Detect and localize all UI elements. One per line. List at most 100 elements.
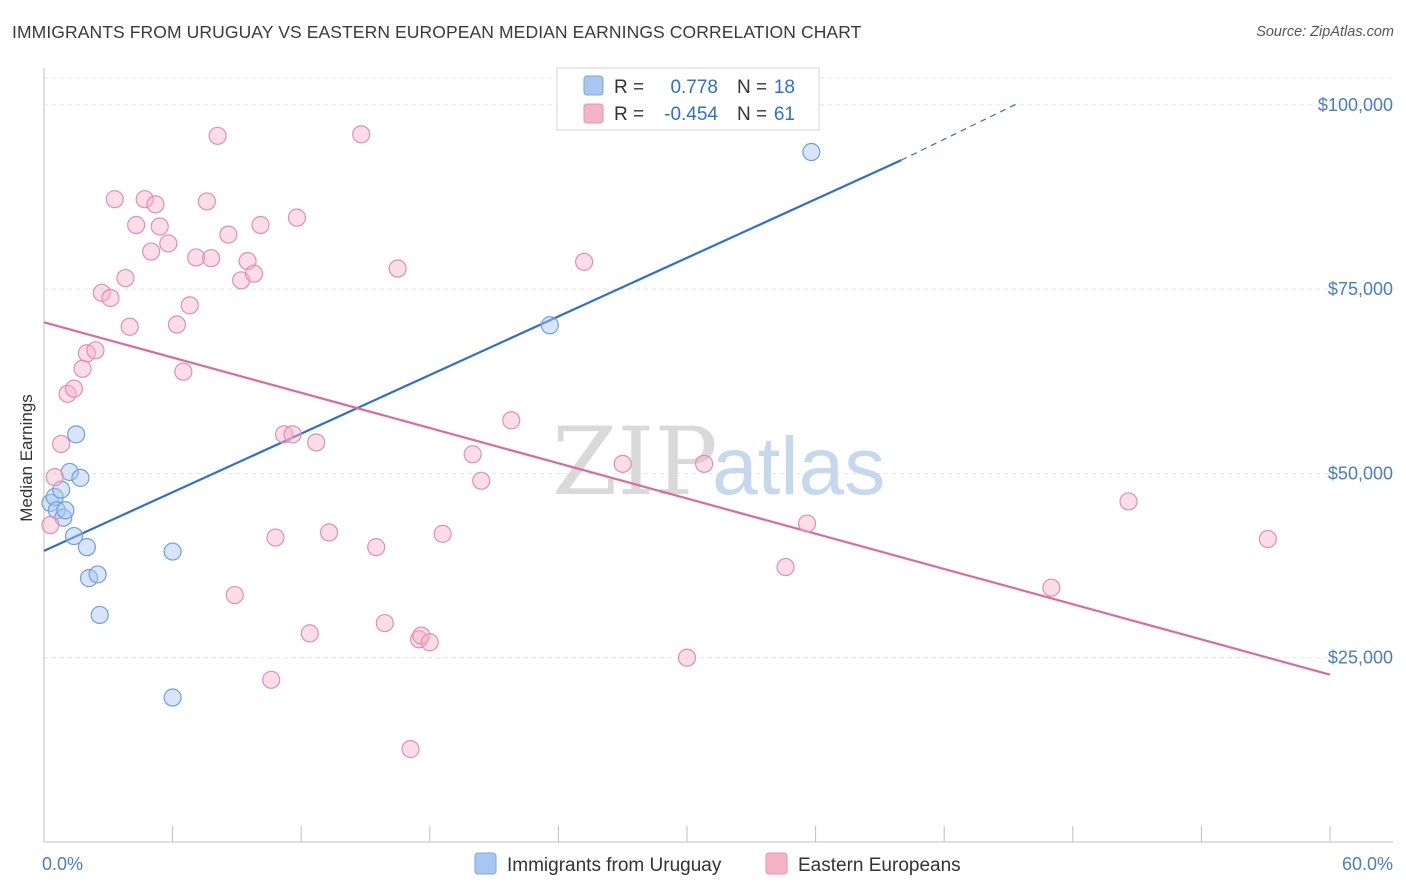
eastern-point-13: [127, 215, 146, 235]
legend-r-value-eastern: -0.454: [664, 104, 718, 125]
eastern-point-27: [225, 585, 244, 605]
eastern-point-19: [167, 315, 186, 334]
eastern-point-40: [352, 125, 371, 144]
series-legend: Immigrants from Uruguay Eastern European…: [474, 852, 961, 876]
eastern-point-42: [375, 613, 394, 633]
series-legend-label-uruguay: Immigrants from Uruguay: [507, 855, 722, 876]
eastern-point-4: [64, 379, 84, 398]
eastern-point-47: [420, 633, 439, 652]
uruguay-trend-line: [43, 159, 902, 552]
uruguay-point-10: [77, 538, 96, 557]
eastern-point-60: [1258, 529, 1277, 549]
eastern-point-0: [41, 515, 60, 535]
source-label: Source: ZipAtlas.com: [1256, 24, 1394, 40]
uruguay-point-17: [802, 142, 821, 162]
eastern-point-20: [174, 362, 193, 381]
uruguay-point-16: [540, 316, 559, 335]
eastern-point-38: [307, 433, 326, 452]
y-tick-label-2: $75,000: [1328, 279, 1393, 299]
legend-r-value-uruguay: 0.778: [670, 77, 718, 98]
y-axis-title: Median Earnings: [17, 394, 36, 522]
eastern-point-15: [142, 242, 161, 261]
eastern-point-9: [101, 288, 120, 308]
legend-n-label-eastern: N =: [737, 104, 767, 125]
series-legend-label-eastern: Eastern Europeans: [798, 855, 961, 876]
eastern-point-33: [266, 528, 285, 547]
eastern-point-10: [105, 190, 124, 209]
eastern-point-57: [797, 514, 817, 533]
eastern-point-23: [197, 192, 216, 211]
watermark-atlas: atlas: [712, 421, 885, 512]
eastern-point-41: [367, 538, 386, 557]
uruguay-trend-extension: [901, 102, 1020, 161]
eastern-point-7: [86, 341, 105, 360]
y-tick-label-1: $50,000: [1328, 463, 1393, 483]
uruguay-point-7: [64, 526, 84, 546]
eastern-point-59: [1119, 492, 1138, 511]
eastern-point-54: [677, 648, 697, 667]
stats-legend: R = 0.778 N = 18 R = -0.454 N = 61: [556, 67, 820, 131]
y-tick-labels: $25,000 $50,000 $75,000 $100,000: [1318, 95, 1393, 668]
eastern-point-31: [251, 215, 270, 235]
eastern-point-52: [575, 252, 594, 271]
eastern-point-14: [135, 190, 154, 209]
legend-r-label-eastern: R =: [614, 104, 644, 125]
eastern-point-35: [283, 425, 302, 444]
uruguay-point-9: [71, 468, 90, 487]
trend-lines: [43, 102, 1331, 676]
eastern-point-50: [472, 471, 491, 490]
eastern-point-49: [463, 445, 482, 464]
eastern-point-21: [180, 296, 199, 315]
legend-swatch-uruguay: [583, 75, 604, 96]
eastern-point-16: [146, 195, 165, 214]
eastern-point-44: [401, 740, 420, 759]
uruguay-point-15: [163, 688, 182, 707]
x-tick-label-max: 60.0%: [1342, 854, 1393, 874]
eastern-point-39: [319, 523, 339, 542]
eastern-point-48: [433, 524, 452, 543]
eastern-trend-line: [43, 321, 1331, 676]
eastern-point-24: [202, 249, 221, 268]
legend-r-label-uruguay: R =: [614, 77, 644, 98]
eastern-point-53: [613, 454, 632, 473]
eastern-point-32: [262, 670, 281, 689]
eastern-point-58: [1042, 578, 1061, 597]
eastern-point-22: [187, 248, 206, 267]
eastern-point-5: [73, 359, 92, 378]
eastern-point-1: [45, 468, 64, 487]
legend-n-value-eastern: 61: [774, 104, 795, 125]
series-legend-swatch-uruguay: [474, 852, 497, 875]
eastern-point-17: [150, 217, 169, 236]
legend-n-value-uruguay: 18: [774, 77, 795, 98]
x-tick-label-min: 0.0%: [42, 854, 83, 874]
eastern-point-56: [776, 557, 795, 577]
eastern-point-11: [116, 268, 135, 288]
axes: [43, 68, 1393, 843]
grid: [44, 77, 1393, 659]
eastern-point-18: [159, 234, 178, 253]
uruguay-point-14: [163, 542, 182, 561]
eastern-point-36: [287, 208, 307, 227]
eastern-point-37: [300, 624, 319, 643]
eastern-point-43: [388, 259, 407, 278]
eastern-point-51: [502, 411, 521, 430]
data-points: [41, 125, 1277, 759]
uruguay-point-8: [67, 425, 86, 444]
y-tick-label-0: $25,000: [1328, 648, 1393, 668]
uruguay-point-1: [45, 487, 64, 507]
uruguay-point-13: [90, 605, 109, 625]
y-tick-label-3: $100,000: [1318, 95, 1393, 115]
eastern-point-12: [120, 317, 139, 336]
eastern-point-30: [244, 264, 264, 283]
series-legend-swatch-eastern: [765, 852, 788, 875]
eastern-point-26: [219, 225, 238, 244]
eastern-point-8: [92, 283, 111, 302]
uruguay-point-12: [88, 565, 107, 584]
uruguay-point-5: [56, 501, 75, 520]
eastern-point-2: [52, 434, 71, 454]
legend-swatch-eastern: [583, 103, 604, 124]
eastern-point-25: [208, 126, 227, 145]
chart-title: IMMIGRANTS FROM URUGUAY VS EASTERN EUROP…: [12, 22, 862, 42]
legend-n-label-uruguay: N =: [737, 77, 767, 98]
